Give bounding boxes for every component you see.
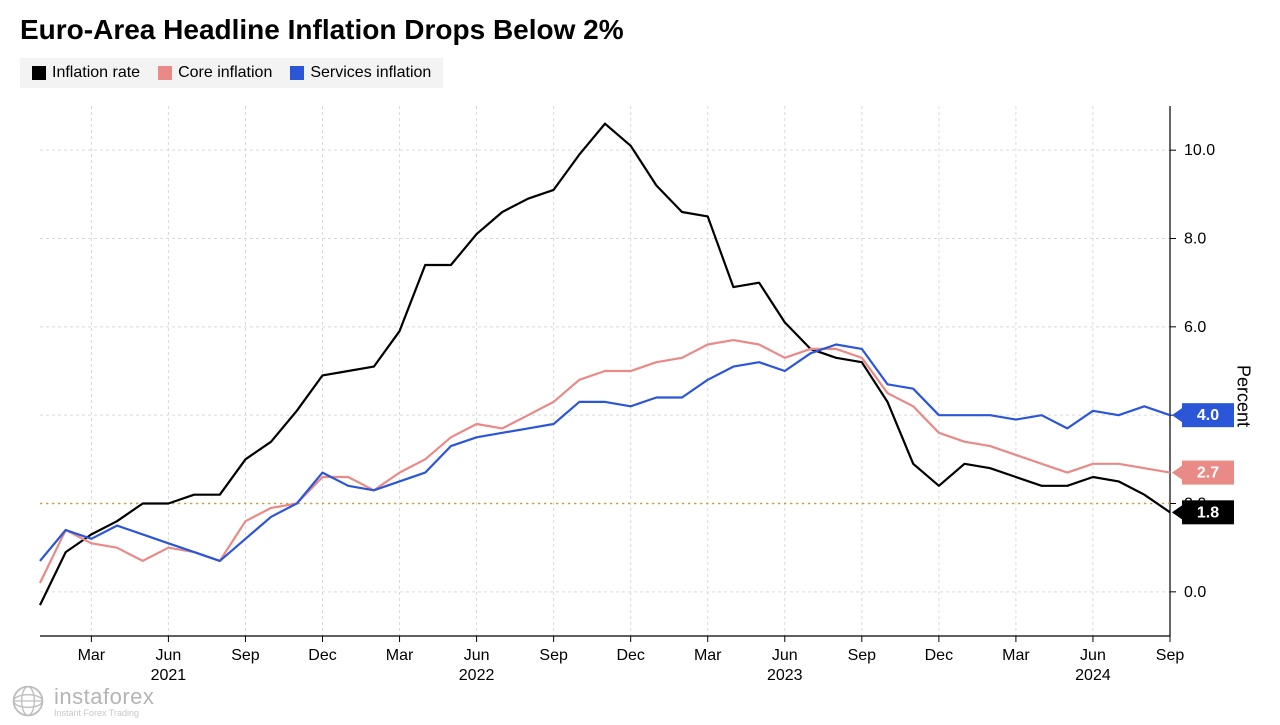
watermark-brand: instaforex xyxy=(54,684,154,710)
svg-text:Jun: Jun xyxy=(772,647,798,664)
y-axis-title: Percent xyxy=(1232,365,1253,427)
svg-text:Jun: Jun xyxy=(464,647,490,664)
svg-text:10.0: 10.0 xyxy=(1184,142,1215,159)
legend-swatch xyxy=(290,66,304,80)
svg-text:2021: 2021 xyxy=(151,667,187,684)
legend: Inflation rate Core inflation Services i… xyxy=(20,58,443,88)
svg-text:1.8: 1.8 xyxy=(1197,504,1219,521)
svg-text:Jun: Jun xyxy=(156,647,182,664)
svg-text:Sep: Sep xyxy=(231,647,260,664)
legend-item-inflation: Inflation rate xyxy=(32,64,140,82)
line-chart: 0.02.04.06.08.010.0MarJunSepDecMarJunSep… xyxy=(20,96,1260,696)
svg-text:Mar: Mar xyxy=(386,647,414,664)
svg-text:Mar: Mar xyxy=(694,647,722,664)
legend-swatch xyxy=(158,66,172,80)
svg-text:Dec: Dec xyxy=(308,647,336,664)
svg-text:0.0: 0.0 xyxy=(1184,584,1206,601)
legend-label: Core inflation xyxy=(178,64,272,82)
svg-text:Dec: Dec xyxy=(616,647,644,664)
svg-text:Mar: Mar xyxy=(1002,647,1030,664)
chart-area: 0.02.04.06.08.010.0MarJunSepDecMarJunSep… xyxy=(20,96,1270,696)
legend-item-core: Core inflation xyxy=(158,64,272,82)
watermark: instaforex Instant Forex Trading xyxy=(10,683,154,719)
svg-text:Sep: Sep xyxy=(848,647,877,664)
svg-text:2.7: 2.7 xyxy=(1197,465,1219,482)
globe-icon xyxy=(10,683,46,719)
svg-text:2023: 2023 xyxy=(767,667,803,684)
svg-text:4.0: 4.0 xyxy=(1197,407,1219,424)
svg-text:Sep: Sep xyxy=(539,647,568,664)
svg-text:Jun: Jun xyxy=(1080,647,1106,664)
svg-text:2024: 2024 xyxy=(1075,667,1111,684)
legend-label: Services inflation xyxy=(310,64,431,82)
svg-text:Sep: Sep xyxy=(1156,647,1185,664)
legend-label: Inflation rate xyxy=(52,64,140,82)
chart-title: Euro-Area Headline Inflation Drops Below… xyxy=(20,14,1270,46)
svg-text:8.0: 8.0 xyxy=(1184,231,1206,248)
svg-text:6.0: 6.0 xyxy=(1184,319,1206,336)
legend-swatch xyxy=(32,66,46,80)
svg-text:Dec: Dec xyxy=(925,647,953,664)
svg-text:Mar: Mar xyxy=(78,647,106,664)
legend-item-services: Services inflation xyxy=(290,64,431,82)
svg-text:2022: 2022 xyxy=(459,667,495,684)
